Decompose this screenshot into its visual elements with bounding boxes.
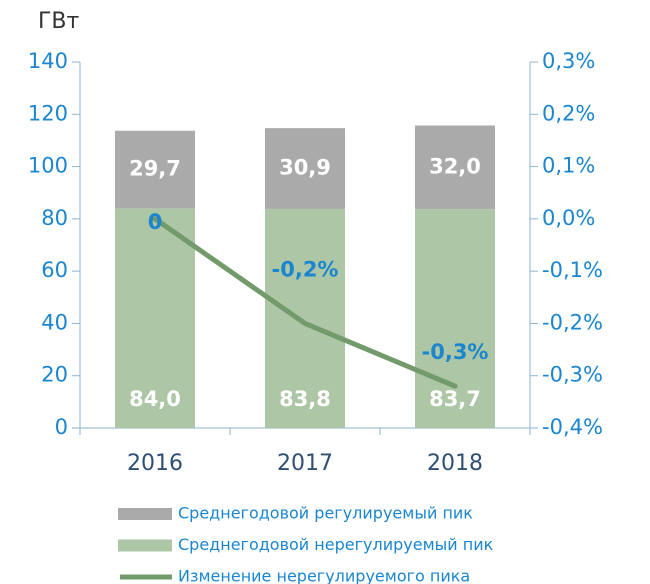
legend-label: Среднегодовой нерегулируемый пик: [178, 535, 494, 554]
bar: [415, 209, 495, 428]
x-tick-label: 2017: [277, 451, 333, 476]
y-tick-label: 20: [41, 363, 68, 387]
y-tick-label: 120: [28, 101, 68, 125]
y-tick-label: 80: [41, 206, 68, 230]
y2-tick-label: 0,3%: [542, 49, 595, 73]
bar-label: 84,0: [129, 387, 181, 411]
y2-tick-label: -0,2%: [542, 310, 603, 334]
x-tick-label: 2016: [127, 451, 183, 476]
legend-label: Среднегодовой регулируемый пик: [178, 504, 473, 523]
legend-label: Изменение нерегулируемого пика: [178, 567, 470, 584]
bar: [115, 130, 195, 209]
bar: [265, 128, 345, 209]
bar-label: 29,7: [129, 157, 181, 181]
legend-marker: [118, 508, 172, 520]
y2-tick-label: -0,1%: [542, 258, 603, 282]
bar: [265, 208, 345, 428]
y-tick-label: 60: [41, 258, 68, 282]
line-label: -0,2%: [272, 257, 339, 281]
y-tick-label: 100: [28, 154, 68, 178]
y2-tick-label: 0,2%: [542, 101, 595, 125]
line-label: -0,3%: [422, 340, 489, 364]
bar-label: 83,7: [429, 387, 481, 411]
line-label: 0: [148, 210, 163, 234]
bar-label: 83,8: [279, 387, 331, 411]
y2-tick-label: -0,4%: [542, 415, 603, 439]
bar-label: 30,9: [279, 156, 331, 180]
y-tick-label: 0: [55, 415, 68, 439]
x-tick-label: 2018: [427, 451, 483, 476]
y-tick-label: 40: [41, 310, 68, 334]
y-tick-label: 140: [28, 49, 68, 73]
y2-tick-label: -0,3%: [542, 363, 603, 387]
line: [152, 216, 458, 389]
bar-label: 32,0: [429, 154, 481, 178]
y2-tick-label: 0,1%: [542, 154, 595, 178]
legend-marker: [118, 539, 172, 552]
y2-tick-label: 0,0%: [542, 206, 595, 230]
y-axis-label: ГВт: [38, 9, 80, 34]
bar: [115, 208, 195, 428]
bar: [415, 125, 495, 210]
